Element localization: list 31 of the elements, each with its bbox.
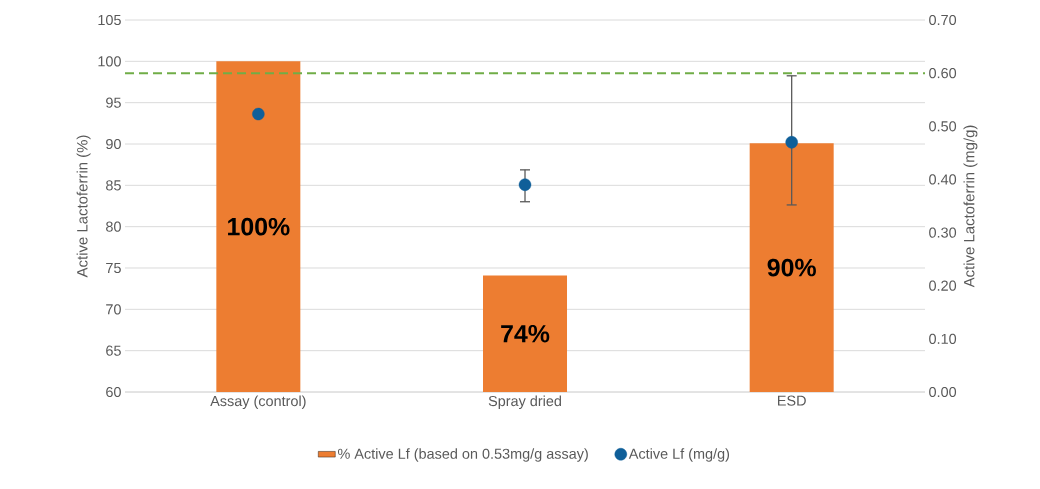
y-tick-label: 90 <box>106 138 121 150</box>
data-label: 100% <box>228 217 290 236</box>
y2-tick-label: 0.10 <box>929 333 957 344</box>
x-tick-label: Assay (control) <box>210 395 306 409</box>
y2-tick-label: 0.00 <box>929 386 957 398</box>
y2-tick-label: 0.60 <box>929 68 957 79</box>
point <box>518 178 532 191</box>
y2-tick-label: 0.40 <box>929 174 957 185</box>
y-tick-label: 80 <box>106 221 121 232</box>
x-tick-label: Spray dried <box>488 395 561 409</box>
y-tick-label: 60 <box>106 386 121 398</box>
y-tick-label: 105 <box>98 14 121 26</box>
data-label: 90% <box>767 258 816 277</box>
y-tick-label: 75 <box>106 262 121 274</box>
y-tick-label: 70 <box>106 304 121 315</box>
x-tick-label: ESD <box>778 395 806 406</box>
legend-label: Active Lf (mg/g) <box>628 448 730 462</box>
y2-tick-label: 0.20 <box>929 280 957 291</box>
y2-axis-title: Active Lactoferrin (mg/g) <box>963 125 978 288</box>
point <box>785 136 798 149</box>
y2-tick-label: 0.70 <box>929 14 957 26</box>
y-tick-label: 100 <box>98 56 121 67</box>
y-tick-label: 65 <box>106 345 121 356</box>
y-tick-label: 95 <box>106 97 121 108</box>
y2-tick-label: 0.30 <box>929 227 957 238</box>
legend-label: % Active Lf (based on 0.53mg/g assay) <box>337 448 588 462</box>
y-axis-title: Active Lactoferrin (%) <box>76 135 91 278</box>
point <box>252 107 265 121</box>
data-label: 74% <box>501 324 550 343</box>
y-tick-label: 85 <box>106 180 121 191</box>
y2-tick-label: 0.50 <box>929 121 957 132</box>
